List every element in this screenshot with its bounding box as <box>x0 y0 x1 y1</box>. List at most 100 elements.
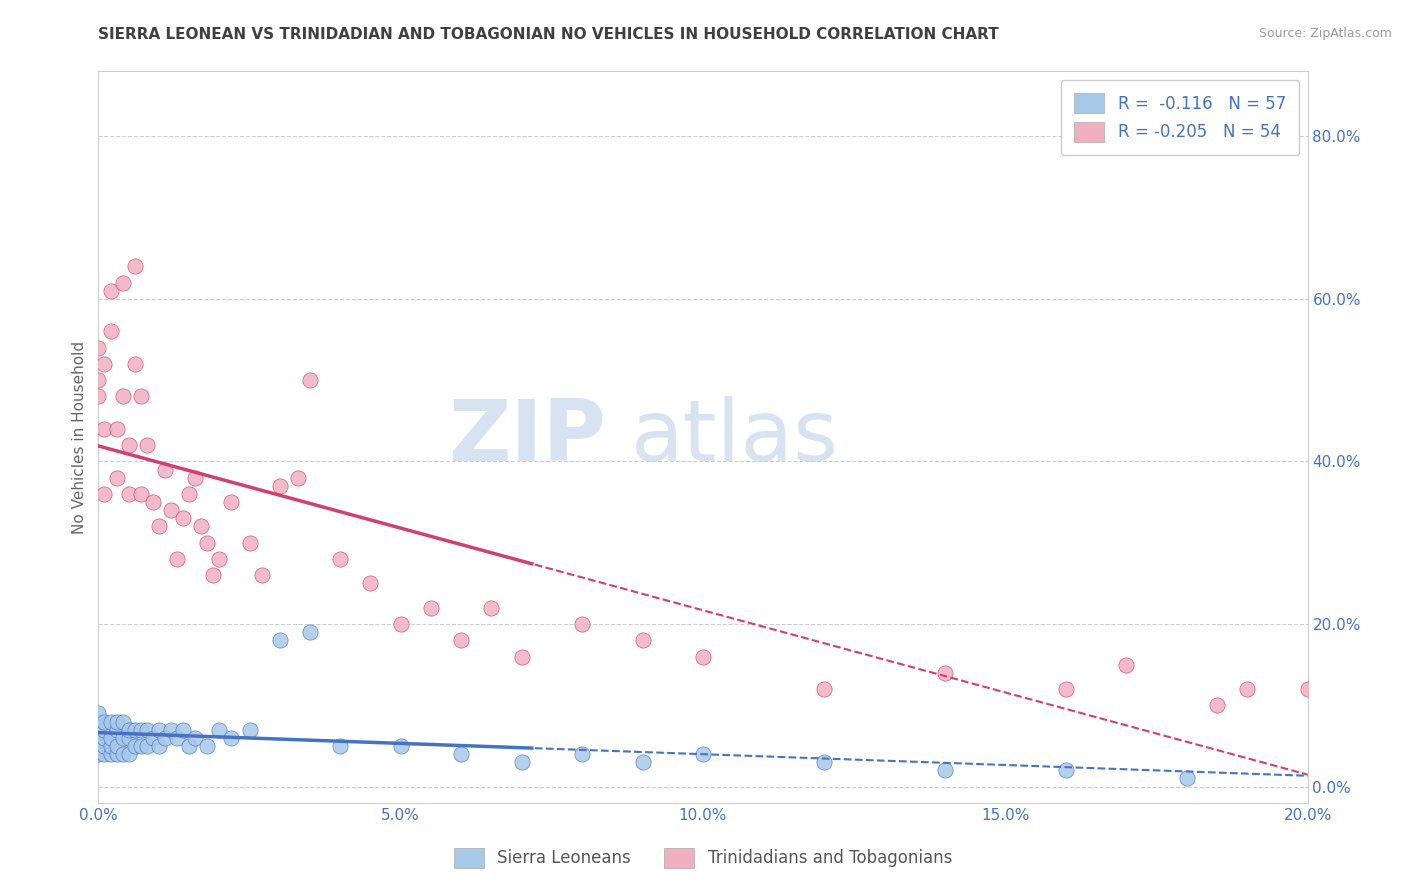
Point <box>100 714 122 729</box>
Point <box>105 471 128 485</box>
Point <box>269 479 291 493</box>
Point <box>129 389 152 403</box>
Text: SIERRA LEONEAN VS TRINIDADIAN AND TOBAGONIAN NO VEHICLES IN HOUSEHOLD CORRELATIO: SIERRA LEONEAN VS TRINIDADIAN AND TOBAGO… <box>98 27 1000 42</box>
Point <box>631 755 654 769</box>
Point <box>118 731 141 745</box>
Legend: R =  -0.116   N = 57, R = -0.205   N = 54: R = -0.116 N = 57, R = -0.205 N = 54 <box>1062 79 1299 155</box>
Point <box>129 487 152 501</box>
Point <box>160 723 183 737</box>
Point <box>93 723 115 737</box>
Point <box>184 731 207 745</box>
Point <box>420 600 443 615</box>
Point <box>450 747 472 761</box>
Point <box>111 714 134 729</box>
Point <box>166 731 188 745</box>
Point <box>510 649 533 664</box>
Point <box>87 341 110 355</box>
Point <box>100 739 122 753</box>
Point <box>1054 681 1077 696</box>
Point <box>124 357 146 371</box>
Point <box>87 723 110 737</box>
Point <box>571 617 593 632</box>
Point <box>135 723 157 737</box>
Point <box>118 487 141 501</box>
Y-axis label: No Vehicles in Household: No Vehicles in Household <box>72 341 87 533</box>
Point <box>221 731 243 745</box>
Point <box>105 422 128 436</box>
Point <box>111 731 134 745</box>
Point <box>160 503 183 517</box>
Point <box>1296 681 1319 696</box>
Point <box>179 487 201 501</box>
Point <box>135 438 157 452</box>
Point <box>105 739 128 753</box>
Point <box>239 723 262 737</box>
Point <box>329 552 352 566</box>
Point <box>179 739 201 753</box>
Point <box>153 462 176 476</box>
Point <box>111 389 134 403</box>
Point <box>208 723 231 737</box>
Point <box>360 576 382 591</box>
Point <box>129 723 152 737</box>
Point <box>221 495 243 509</box>
Point <box>87 373 110 387</box>
Point <box>100 325 122 339</box>
Point <box>87 389 110 403</box>
Point <box>195 739 218 753</box>
Point <box>148 739 170 753</box>
Point <box>87 706 110 721</box>
Point <box>389 617 412 632</box>
Legend: Sierra Leoneans, Trinidadians and Tobagonians: Sierra Leoneans, Trinidadians and Tobago… <box>447 841 959 875</box>
Point <box>148 723 170 737</box>
Point <box>481 600 503 615</box>
Point <box>93 357 115 371</box>
Point <box>813 755 835 769</box>
Point <box>87 731 110 745</box>
Point <box>510 755 533 769</box>
Point <box>1175 772 1198 786</box>
Point <box>202 568 225 582</box>
Point <box>692 649 714 664</box>
Point <box>148 519 170 533</box>
Point <box>1206 698 1229 713</box>
Point <box>87 739 110 753</box>
Point <box>87 714 110 729</box>
Point <box>153 731 176 745</box>
Point <box>813 681 835 696</box>
Text: atlas: atlas <box>630 395 838 479</box>
Point <box>124 739 146 753</box>
Point <box>100 747 122 761</box>
Point <box>118 747 141 761</box>
Point <box>93 422 115 436</box>
Text: ZIP: ZIP <box>449 395 606 479</box>
Point <box>129 739 152 753</box>
Point <box>450 633 472 648</box>
Point <box>142 731 165 745</box>
Point <box>93 731 115 745</box>
Point <box>93 714 115 729</box>
Point <box>269 633 291 648</box>
Point <box>692 747 714 761</box>
Point <box>93 487 115 501</box>
Point <box>135 739 157 753</box>
Point <box>105 747 128 761</box>
Point <box>100 284 122 298</box>
Point <box>118 723 141 737</box>
Point <box>166 552 188 566</box>
Point <box>571 747 593 761</box>
Point <box>934 665 956 680</box>
Point <box>195 535 218 549</box>
Point <box>1054 764 1077 778</box>
Point <box>239 535 262 549</box>
Point <box>111 747 134 761</box>
Point <box>100 731 122 745</box>
Point <box>299 625 322 640</box>
Point <box>389 739 412 753</box>
Point <box>287 471 309 485</box>
Point <box>208 552 231 566</box>
Point <box>124 723 146 737</box>
Point <box>172 723 194 737</box>
Point <box>299 373 322 387</box>
Point <box>111 276 134 290</box>
